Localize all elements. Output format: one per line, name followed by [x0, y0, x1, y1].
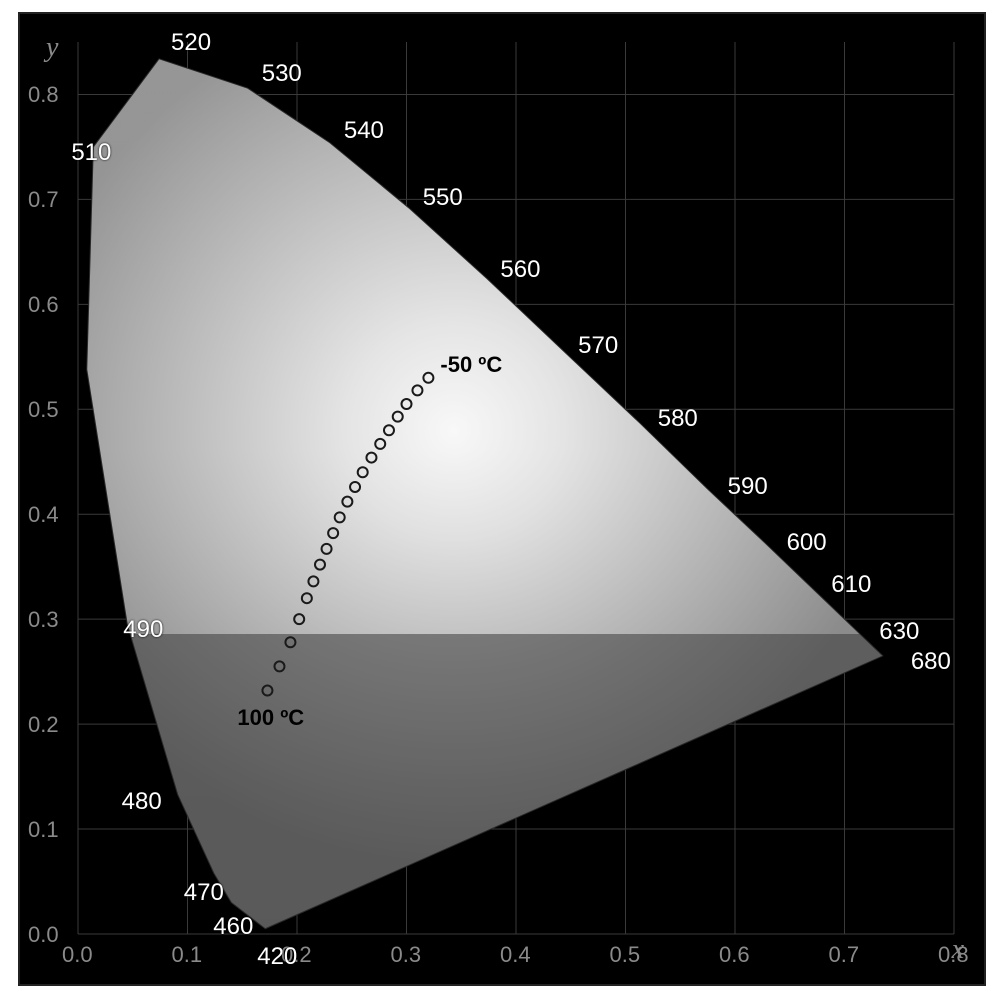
x-tick-label: 0.3 [391, 942, 422, 968]
temperature-label: 100 ºC [237, 705, 304, 731]
wavelength-label: 590 [728, 473, 768, 501]
x-tick-label: 0.1 [172, 942, 203, 968]
wavelength-label: 680 [911, 648, 951, 676]
wavelength-label: 560 [500, 256, 540, 284]
y-tick-label: 0.3 [28, 607, 59, 633]
wavelength-label: 490 [123, 616, 163, 644]
x-tick-label: 0.8 [938, 942, 969, 968]
wavelength-label: 540 [344, 117, 384, 145]
wavelength-label: 420 [257, 943, 297, 971]
x-tick-label: 0.7 [829, 942, 860, 968]
y-tick-label: 0.7 [28, 187, 59, 213]
wavelength-label: 610 [831, 571, 871, 599]
wavelength-label: 580 [658, 405, 698, 433]
wavelength-label: 480 [122, 788, 162, 816]
wavelength-label: 520 [171, 29, 211, 57]
wavelength-label: 460 [213, 913, 253, 941]
cie-chromaticity-svg [20, 14, 984, 984]
chromaticity-fill [20, 14, 984, 984]
y-tick-label: 0.8 [28, 82, 59, 108]
y-tick-label: 0.6 [28, 292, 59, 318]
y-tick-label: 0.4 [28, 502, 59, 528]
x-tick-label: 0.4 [500, 942, 531, 968]
x-tick-label: 0.6 [719, 942, 750, 968]
wavelength-label: 600 [787, 529, 827, 557]
y-tick-label: 0.5 [28, 397, 59, 423]
wavelength-label: 550 [423, 184, 463, 212]
y-tick-label: 0.1 [28, 817, 59, 843]
y-axis-label: y [46, 32, 58, 64]
wavelength-label: 570 [578, 332, 618, 360]
x-tick-label: 0.0 [62, 942, 93, 968]
wavelength-label: 630 [879, 618, 919, 646]
plot-frame: y x 0.00.10.20.30.40.50.60.70.80.00.10.2… [18, 12, 986, 986]
wavelength-label: 530 [262, 60, 302, 88]
figure-container: y x 0.00.10.20.30.40.50.60.70.80.00.10.2… [0, 0, 1000, 999]
x-tick-label: 0.5 [610, 942, 641, 968]
y-tick-label: 0.2 [28, 712, 59, 738]
wavelength-label: 470 [184, 879, 224, 907]
wavelength-label: 510 [71, 139, 111, 167]
temperature-label: -50 ºC [440, 352, 502, 378]
y-tick-label: 0.0 [28, 922, 59, 948]
